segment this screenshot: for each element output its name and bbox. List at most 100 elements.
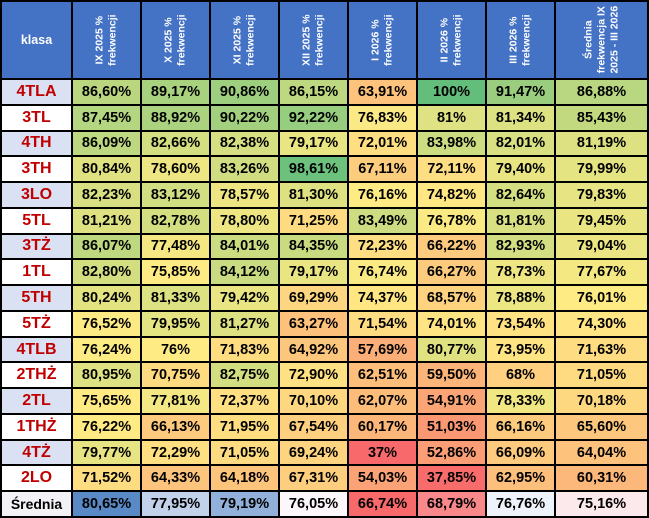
corner-header-cell[interactable]: klasa [2, 2, 73, 78]
row-label-cell[interactable]: 3TŻ [2, 234, 73, 259]
value-cell[interactable]: 70,18% [556, 389, 647, 413]
value-cell[interactable]: 71,05% [556, 363, 647, 388]
value-cell[interactable]: 71,05% [211, 440, 280, 465]
value-cell[interactable]: 70,10% [280, 389, 349, 413]
footer-value-cell[interactable]: 79,19% [211, 492, 280, 517]
value-cell[interactable]: 79,42% [211, 286, 280, 310]
value-cell[interactable]: 54,03% [349, 466, 418, 491]
row-label-cell[interactable]: 3LO [2, 183, 73, 207]
value-cell[interactable]: 98,61% [280, 157, 349, 182]
value-cell[interactable]: 82,78% [142, 208, 211, 233]
row-label-cell[interactable]: 3TL [2, 105, 73, 130]
footer-value-cell[interactable]: 68,79% [418, 492, 487, 517]
value-cell[interactable]: 71,63% [556, 337, 647, 362]
value-cell[interactable]: 64,18% [211, 466, 280, 491]
column-header-cell[interactable]: II 2026 % frekwencji [418, 2, 487, 78]
value-cell[interactable]: 59,50% [418, 363, 487, 388]
value-cell[interactable]: 79,40% [487, 157, 556, 182]
value-cell[interactable]: 69,29% [280, 286, 349, 310]
value-cell[interactable]: 71,25% [280, 208, 349, 233]
row-label-cell[interactable]: 5TL [2, 208, 73, 233]
value-cell[interactable]: 67,11% [349, 157, 418, 182]
value-cell[interactable]: 66,16% [487, 414, 556, 439]
value-cell[interactable]: 79,17% [280, 131, 349, 156]
value-cell[interactable]: 78,73% [487, 260, 556, 285]
value-cell[interactable]: 86,15% [280, 80, 349, 104]
value-cell[interactable]: 81,27% [211, 311, 280, 336]
footer-value-cell[interactable]: 76,05% [280, 492, 349, 517]
value-cell[interactable]: 60,31% [556, 466, 647, 491]
footer-value-cell[interactable]: 80,65% [73, 492, 142, 517]
value-cell[interactable]: 62,95% [487, 466, 556, 491]
value-cell[interactable]: 84,01% [211, 234, 280, 259]
value-cell[interactable]: 81,33% [142, 286, 211, 310]
value-cell[interactable]: 90,86% [211, 80, 280, 104]
value-cell[interactable]: 78,80% [211, 208, 280, 233]
footer-value-cell[interactable]: 75,16% [556, 492, 647, 517]
value-cell[interactable]: 54,91% [418, 389, 487, 413]
value-cell[interactable]: 81,34% [487, 105, 556, 130]
value-cell[interactable]: 81,21% [73, 208, 142, 233]
value-cell[interactable]: 74,30% [556, 311, 647, 336]
value-cell[interactable]: 71,52% [73, 466, 142, 491]
value-cell[interactable]: 79,83% [556, 183, 647, 207]
row-label-cell[interactable]: 5TH [2, 286, 73, 310]
value-cell[interactable]: 66,09% [487, 440, 556, 465]
value-cell[interactable]: 78,57% [211, 183, 280, 207]
value-cell[interactable]: 65,60% [556, 414, 647, 439]
value-cell[interactable]: 83,49% [349, 208, 418, 233]
value-cell[interactable]: 66,22% [418, 234, 487, 259]
value-cell[interactable]: 80,95% [73, 363, 142, 388]
value-cell[interactable]: 76,78% [418, 208, 487, 233]
value-cell[interactable]: 79,77% [73, 440, 142, 465]
value-cell[interactable]: 76% [142, 337, 211, 362]
value-cell[interactable]: 62,51% [349, 363, 418, 388]
value-cell[interactable]: 85,43% [556, 105, 647, 130]
value-cell[interactable]: 76,22% [73, 414, 142, 439]
value-cell[interactable]: 86,60% [73, 80, 142, 104]
value-cell[interactable]: 68% [487, 363, 556, 388]
value-cell[interactable]: 71,95% [211, 414, 280, 439]
value-cell[interactable]: 72,01% [349, 131, 418, 156]
row-label-cell[interactable]: 5TŻ [2, 311, 73, 336]
column-header-cell[interactable]: XI 2025 % frekwencji [211, 2, 280, 78]
value-cell[interactable]: 77,48% [142, 234, 211, 259]
value-cell[interactable]: 75,65% [73, 389, 142, 413]
value-cell[interactable]: 79,95% [142, 311, 211, 336]
value-cell[interactable]: 77,67% [556, 260, 647, 285]
value-cell[interactable]: 51,03% [418, 414, 487, 439]
value-cell[interactable]: 79,04% [556, 234, 647, 259]
value-cell[interactable]: 82,80% [73, 260, 142, 285]
value-cell[interactable]: 62,07% [349, 389, 418, 413]
value-cell[interactable]: 63,91% [349, 80, 418, 104]
value-cell[interactable]: 81,30% [280, 183, 349, 207]
value-cell[interactable]: 80,77% [418, 337, 487, 362]
value-cell[interactable]: 82,75% [211, 363, 280, 388]
value-cell[interactable]: 60,17% [349, 414, 418, 439]
value-cell[interactable]: 81,81% [487, 208, 556, 233]
value-cell[interactable]: 72,90% [280, 363, 349, 388]
value-cell[interactable]: 88,92% [142, 105, 211, 130]
value-cell[interactable]: 77,81% [142, 389, 211, 413]
value-cell[interactable]: 64,04% [556, 440, 647, 465]
row-label-cell[interactable]: 1THŻ [2, 414, 73, 439]
value-cell[interactable]: 73,95% [487, 337, 556, 362]
column-header-cell[interactable]: IX 2025 % frekwencji [73, 2, 142, 78]
value-cell[interactable]: 74,01% [418, 311, 487, 336]
value-cell[interactable]: 78,33% [487, 389, 556, 413]
footer-label-cell[interactable]: Średnia [2, 492, 73, 517]
row-label-cell[interactable]: 3TH [2, 157, 73, 182]
value-cell[interactable]: 72,37% [211, 389, 280, 413]
value-cell[interactable]: 57,69% [349, 337, 418, 362]
value-cell[interactable]: 80,84% [73, 157, 142, 182]
value-cell[interactable]: 89,17% [142, 80, 211, 104]
value-cell[interactable]: 82,93% [487, 234, 556, 259]
value-cell[interactable]: 82,64% [487, 183, 556, 207]
value-cell[interactable]: 71,83% [211, 337, 280, 362]
value-cell[interactable]: 84,35% [280, 234, 349, 259]
column-header-cell[interactable]: I 2026 % frekwencji [349, 2, 418, 78]
value-cell[interactable]: 86,88% [556, 80, 647, 104]
value-cell[interactable]: 82,23% [73, 183, 142, 207]
value-cell[interactable]: 78,88% [487, 286, 556, 310]
value-cell[interactable]: 66,27% [418, 260, 487, 285]
